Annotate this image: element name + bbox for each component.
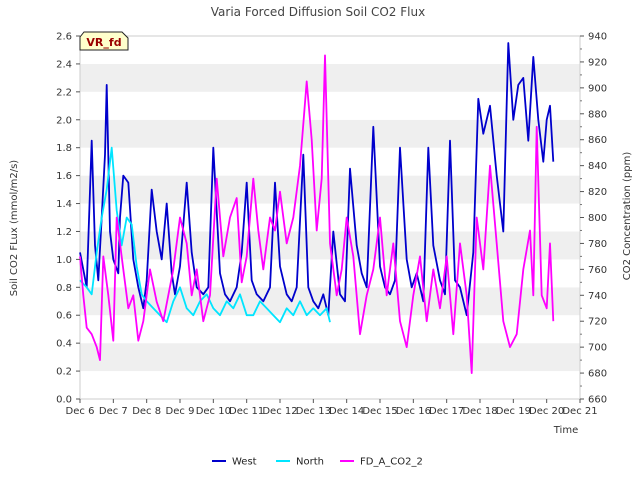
x-tick-label: Dec 8 [132,406,161,417]
x-tick-label: Dec 10 [196,406,231,417]
vr-fd-badge-label: VR_fd [86,36,121,49]
y2-tick-label: 900 [588,83,607,94]
x-tick-label: Dec 15 [362,406,397,417]
y2-tick-label: 800 [588,213,607,224]
x-tick-label: Dec 21 [562,406,597,417]
x-tick-label: Dec 16 [396,406,431,417]
y2-tick-label: 940 [588,32,607,43]
grid-band [80,91,580,120]
y2-tick-label: 820 [588,187,607,198]
y-tick-label: 2.6 [56,32,72,43]
x-tick-label: Dec 14 [329,406,364,417]
y2-tick-label: 860 [588,135,607,146]
y-tick-label: 0.4 [56,339,72,350]
grid-band [80,36,580,64]
y2-tick-label: 700 [588,343,607,354]
y2-tick-label: 760 [588,265,607,276]
vr-fd-badge: VR_fd [79,31,129,51]
series-line-north [79,146,331,324]
x-tick-label: Dec 6 [66,406,95,417]
y2-tick-label: 920 [588,57,607,68]
y2-tick-label: 840 [588,161,607,172]
y2-axis-title: CO2 Concentration (ppm) [622,152,633,281]
left-axis: 0.0 0.2 0.4 0.6 0.8 1.0 1.2 1.4 1.6 1.8 2.0 2.2 2.4 2… [56,32,80,406]
y-tick-label: 0.0 [56,395,72,406]
legend-label: West [232,457,257,468]
grid-band [80,371,580,399]
y-tick-label: 1.2 [56,227,72,238]
x-axis-title: Time [553,425,578,436]
y2-tick-label: 740 [588,291,607,302]
x-tick-label: Dec 20 [529,406,564,417]
y2-tick-label: 780 [588,239,607,250]
legend-item-west: West [212,457,257,468]
legend-item-fd-a-co2-2: FD_A_CO2_2 [340,457,423,468]
y-tick-label: 2.2 [56,87,72,98]
y2-tick-label: 660 [588,395,607,406]
y-tick-label: 1.0 [56,255,72,266]
x-tick-label: Dec 18 [462,406,497,417]
y-tick-label: 1.8 [56,143,72,154]
grid-band [80,119,580,148]
right-axis: 660 680 700 720 740 760 780 800 820 840 860 880 900 9… [580,32,607,406]
y-axis-title: Soil CO2 FLux (mmol/m2/s) [9,160,20,297]
legend: West North FD_A_CO2_2 [212,457,423,468]
grid-band [80,343,580,372]
y2-tick-label: 720 [588,317,607,328]
legend-item-north: North [276,457,324,468]
series-layer [79,42,555,375]
grid-band [80,63,580,92]
legend-label: FD_A_CO2_2 [360,457,423,468]
x-tick-label: Dec 9 [166,406,195,417]
x-tick-label: Dec 12 [262,406,297,417]
y-tick-label: 1.4 [56,199,72,210]
series-line-west [79,42,555,317]
y-tick-label: 1.6 [56,171,72,182]
x-tick-label: Dec 13 [296,406,331,417]
x-tick-label: Dec 7 [99,406,128,417]
chart-title: Varia Forced Diffusion Soil CO2 Flux [211,5,425,19]
y2-tick-label: 880 [588,109,607,120]
x-tick-label: Dec 17 [429,406,464,417]
y-tick-label: 0.2 [56,367,72,378]
x-tick-label: Dec 11 [229,406,264,417]
y-tick-label: 0.6 [56,311,72,322]
legend-label: North [296,457,324,468]
series-line-fd-a-co2-2 [79,54,555,375]
y-tick-label: 2.0 [56,115,72,126]
x-tick-label: Dec 19 [496,406,531,417]
y-tick-label: 0.8 [56,283,72,294]
y2-tick-label: 680 [588,369,607,380]
y-tick-label: 2.4 [56,59,72,70]
